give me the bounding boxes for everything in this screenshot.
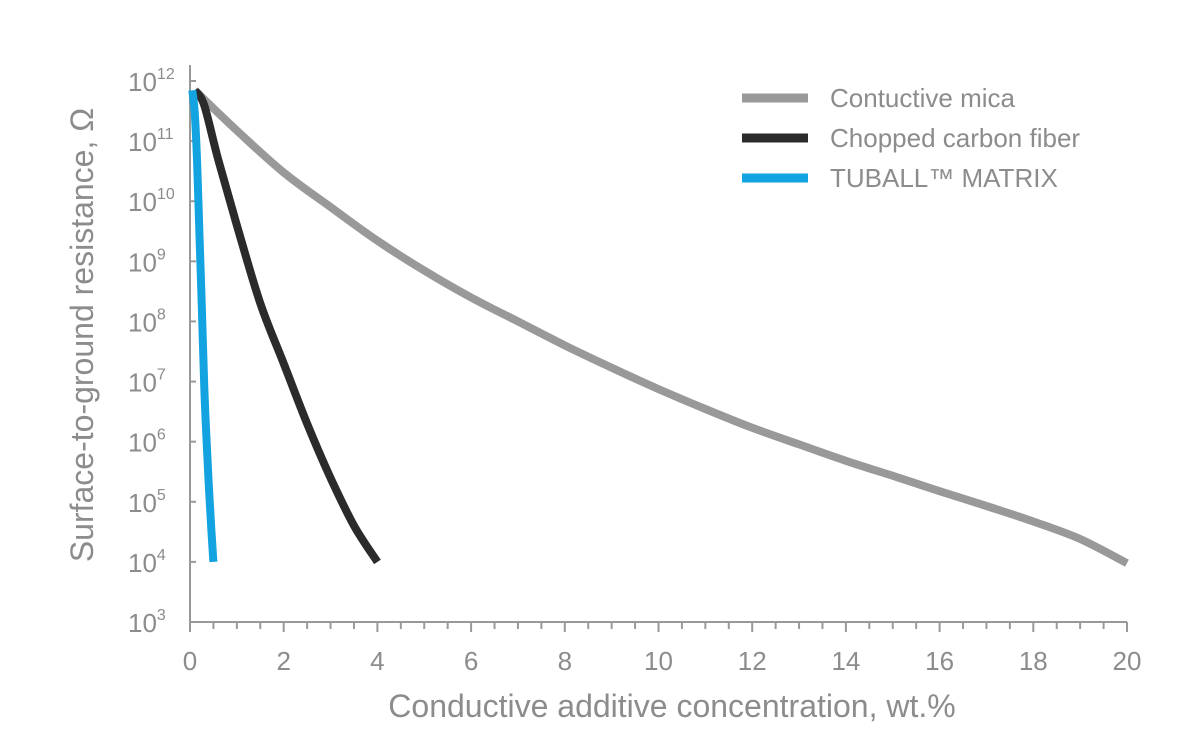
x-tick-label: 16 xyxy=(925,646,954,676)
series-line-2 xyxy=(191,87,381,565)
legend-label-1: Contuctive mica xyxy=(830,83,1015,113)
y-tick-label: 106 xyxy=(128,427,166,458)
x-tick-label: 4 xyxy=(370,646,384,676)
x-tick-label: 8 xyxy=(558,646,572,676)
y-tick-label: 108 xyxy=(128,306,166,337)
y-tick-label: 105 xyxy=(128,487,166,518)
x-tick-label: 18 xyxy=(1019,646,1048,676)
x-axis-title: Conductive additive concentration, wt.% xyxy=(388,688,955,724)
y-tick-label: 1012 xyxy=(128,66,175,97)
x-ticks: 0 2 4 6 8 10 12 14 16 18 20 xyxy=(183,622,1142,676)
y-tick-label: 109 xyxy=(128,246,166,277)
series-layer xyxy=(188,87,1129,567)
x-tick-label: 0 xyxy=(183,646,197,676)
x-tick-label: 10 xyxy=(644,646,673,676)
legend: Contuctive mica Chopped carbon fiber TUBAL… xyxy=(742,83,1080,193)
y-tick-label: 1010 xyxy=(128,186,175,217)
y-tick-label: 103 xyxy=(128,607,166,638)
y-ticks: 1012 1011 1010 109 108 107 106 105 104 103 xyxy=(128,66,196,638)
x-tick-label: 20 xyxy=(1113,646,1142,676)
x-tick-label: 2 xyxy=(276,646,290,676)
series-line-1 xyxy=(191,87,1129,567)
x-tick-label: 12 xyxy=(738,646,767,676)
series-line-3 xyxy=(188,89,218,563)
legend-label-2: Chopped carbon fiber xyxy=(830,123,1080,153)
y-tick-label: 1011 xyxy=(128,126,174,157)
y-tick-label: 104 xyxy=(128,547,166,578)
x-tick-label: 6 xyxy=(464,646,478,676)
x-tick-label: 14 xyxy=(831,646,860,676)
y-axis-title: Surface-to-ground resistance, Ω xyxy=(64,108,100,562)
legend-label-3: TUBALL™ MATRIX xyxy=(830,163,1058,193)
y-tick-label: 107 xyxy=(128,367,166,398)
